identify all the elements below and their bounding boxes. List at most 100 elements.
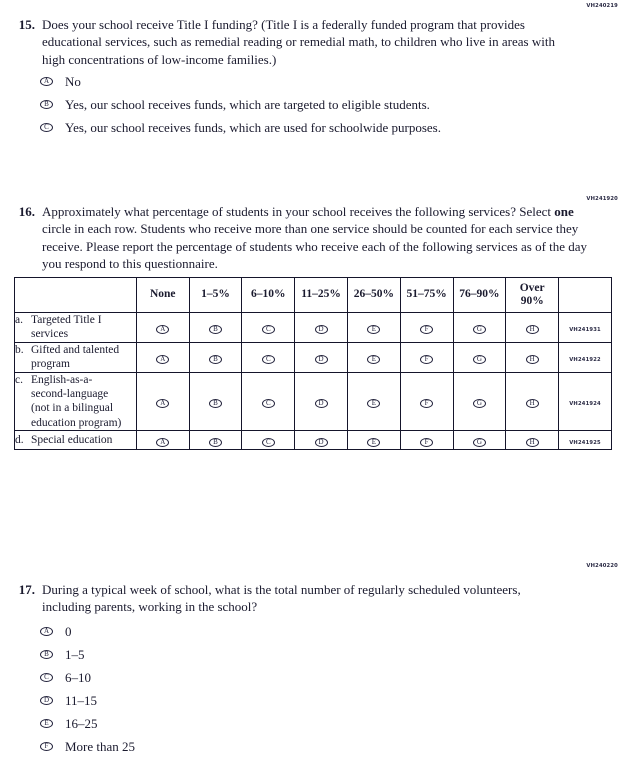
matrix-cell-d-6-10[interactable]: C	[241, 430, 296, 450]
matrix-row-letter-c: c.	[15, 373, 23, 386]
bubble-icon-c[interactable]: C	[261, 438, 275, 447]
matrix-cell-d-over-90[interactable]: H	[505, 430, 560, 450]
matrix-cell-b-26-50[interactable]: E	[346, 341, 401, 373]
bubble-icon-e[interactable]: E	[367, 325, 381, 335]
bubble-icon-d[interactable]: D	[40, 696, 53, 705]
bubble-icon-c[interactable]: C	[40, 673, 53, 682]
bubble-icon-h[interactable]: H	[525, 325, 539, 335]
matrix-row-text-b: Gifted and talented program	[31, 343, 120, 371]
matrix-cell-b-1-5[interactable]: B	[188, 341, 243, 373]
option-15-b[interactable]: B Yes, our school receives funds, which …	[40, 93, 441, 116]
matrix-cell-c-1-5[interactable]: B	[188, 371, 243, 431]
matrix-col-header-none: None	[135, 277, 190, 313]
bubble-icon-a[interactable]: A	[156, 325, 170, 335]
matrix-cell-a-26-50[interactable]: E	[346, 312, 401, 343]
bubble-icon-b[interactable]: B	[209, 325, 222, 335]
bubble-icon-b[interactable]: B	[209, 355, 222, 365]
matrix-cell-c-26-50[interactable]: E	[346, 371, 401, 431]
matrix-row-label-d: d. Special education	[14, 430, 137, 450]
bubble-icon-g[interactable]: G	[472, 325, 486, 335]
matrix-cell-c-51-75[interactable]: F	[399, 371, 454, 431]
option-15-c[interactable]: C Yes, our school receives funds, which …	[40, 116, 441, 139]
matrix-cell-a-76-90[interactable]: G	[452, 312, 507, 343]
bubble-icon-c[interactable]: C	[261, 399, 275, 409]
matrix-row-label-c: c. English-as-a-second-language (not in a…	[14, 371, 137, 431]
matrix-cell-a-11-25[interactable]: D	[294, 312, 348, 343]
bubble-icon-a[interactable]: A	[40, 627, 53, 636]
table-row: d. Special education A B C D E F G H VH24…	[14, 430, 612, 450]
matrix-col-header-26-50: 26–50%	[346, 277, 401, 313]
matrix-cell-b-51-75[interactable]: F	[399, 341, 454, 373]
option-17-a-label: 0	[65, 624, 72, 639]
matrix-cell-c-none[interactable]: A	[135, 371, 190, 431]
matrix-cell-b-11-25[interactable]: D	[294, 341, 348, 373]
bubble-icon-e[interactable]: E	[367, 355, 381, 365]
bubble-icon-h[interactable]: H	[525, 399, 539, 409]
matrix-cell-d-26-50[interactable]: E	[346, 430, 401, 450]
bubble-icon-g[interactable]: G	[472, 355, 486, 365]
option-17-e[interactable]: E 16–25	[40, 712, 135, 735]
bubble-icon-d[interactable]: D	[314, 399, 328, 409]
matrix-cell-c-over-90[interactable]: H	[505, 371, 560, 431]
bubble-icon-e[interactable]: E	[367, 399, 381, 409]
bubble-icon-c[interactable]: C	[40, 123, 53, 132]
bubble-icon-a[interactable]: A	[156, 355, 170, 365]
form-code-q16: VH241920	[586, 196, 618, 202]
bubble-icon-b[interactable]: B	[40, 650, 53, 659]
bubble-icon-d[interactable]: D	[314, 325, 328, 335]
bubble-icon-d[interactable]: D	[314, 355, 328, 365]
matrix-cell-d-76-90[interactable]: G	[452, 430, 507, 450]
option-17-d[interactable]: D 11–15	[40, 689, 135, 712]
matrix-cell-a-6-10[interactable]: C	[241, 312, 296, 343]
matrix-cell-b-over-90[interactable]: H	[505, 341, 560, 373]
bubble-icon-a[interactable]: A	[156, 438, 170, 447]
bubble-icon-e[interactable]: E	[40, 719, 53, 728]
bubble-icon-c[interactable]: C	[261, 325, 275, 335]
option-17-c[interactable]: C 6–10	[40, 666, 135, 689]
matrix-col-header-76-90: 76–90%	[452, 277, 507, 313]
form-code-q17: VH240220	[586, 563, 618, 569]
matrix-cell-a-1-5[interactable]: B	[188, 312, 243, 343]
bubble-icon-d[interactable]: D	[314, 438, 328, 447]
matrix-cell-a-none[interactable]: A	[135, 312, 190, 343]
option-17-f[interactable]: F More than 25	[40, 735, 135, 758]
bubble-icon-f[interactable]: F	[420, 325, 434, 335]
question-16-text-part1: Approximately what percentage of student…	[42, 204, 555, 219]
matrix-cell-b-76-90[interactable]: G	[452, 341, 507, 373]
matrix-header-row: None 1–5% 6–10% 11–25% 26–50% 51–75% 76–…	[14, 277, 612, 313]
option-15-a[interactable]: A No	[40, 70, 441, 93]
matrix-cell-d-11-25[interactable]: D	[294, 430, 348, 450]
bubble-icon-b[interactable]: B	[209, 399, 222, 409]
matrix-col-header-1-5: 1–5%	[188, 277, 243, 313]
bubble-icon-f[interactable]: F	[40, 742, 53, 751]
option-17-a[interactable]: A 0	[40, 620, 135, 643]
matrix-col-header-6-10: 6–10%	[241, 277, 296, 313]
bubble-icon-e[interactable]: E	[367, 438, 381, 447]
matrix-row-letter-b: b.	[15, 343, 24, 356]
matrix-cell-d-none[interactable]: A	[135, 430, 190, 450]
matrix-cell-c-6-10[interactable]: C	[241, 371, 296, 431]
bubble-icon-a[interactable]: A	[156, 399, 170, 409]
matrix-row-label-b: b. Gifted and talented program	[14, 341, 137, 373]
matrix-cell-b-none[interactable]: A	[135, 341, 190, 373]
matrix-cell-b-6-10[interactable]: C	[241, 341, 296, 373]
bubble-icon-f[interactable]: F	[420, 399, 434, 409]
question-15-number: 15.	[18, 17, 35, 32]
bubble-icon-f[interactable]: F	[420, 355, 434, 365]
bubble-icon-h[interactable]: H	[525, 355, 539, 365]
matrix-cell-a-over-90[interactable]: H	[505, 312, 560, 343]
matrix-cell-c-76-90[interactable]: G	[452, 371, 507, 431]
bubble-icon-g[interactable]: G	[472, 399, 486, 409]
matrix-cell-d-51-75[interactable]: F	[399, 430, 454, 450]
bubble-icon-g[interactable]: G	[472, 438, 486, 447]
bubble-icon-c[interactable]: C	[261, 355, 275, 365]
bubble-icon-h[interactable]: H	[525, 438, 539, 447]
option-17-b[interactable]: B 1–5	[40, 643, 135, 666]
matrix-cell-c-11-25[interactable]: D	[294, 371, 348, 431]
bubble-icon-b[interactable]: B	[209, 438, 222, 447]
matrix-cell-d-1-5[interactable]: B	[188, 430, 243, 450]
bubble-icon-f[interactable]: F	[420, 438, 434, 447]
bubble-icon-b[interactable]: B	[40, 100, 53, 109]
matrix-cell-a-51-75[interactable]: F	[399, 312, 454, 343]
bubble-icon-a[interactable]: A	[40, 77, 53, 86]
